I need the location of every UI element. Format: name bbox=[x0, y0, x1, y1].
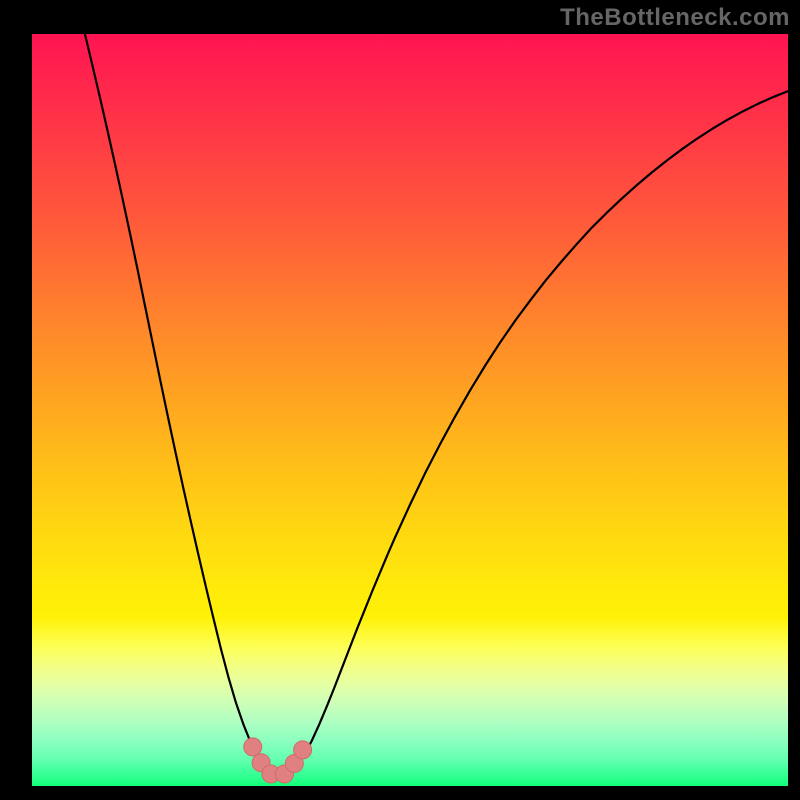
optimal-marker bbox=[294, 741, 312, 759]
optimal-marker bbox=[244, 738, 262, 756]
chart-gradient-bg bbox=[32, 34, 788, 786]
bottleneck-chart bbox=[0, 0, 800, 800]
watermark-text: TheBottleneck.com bbox=[560, 4, 790, 32]
